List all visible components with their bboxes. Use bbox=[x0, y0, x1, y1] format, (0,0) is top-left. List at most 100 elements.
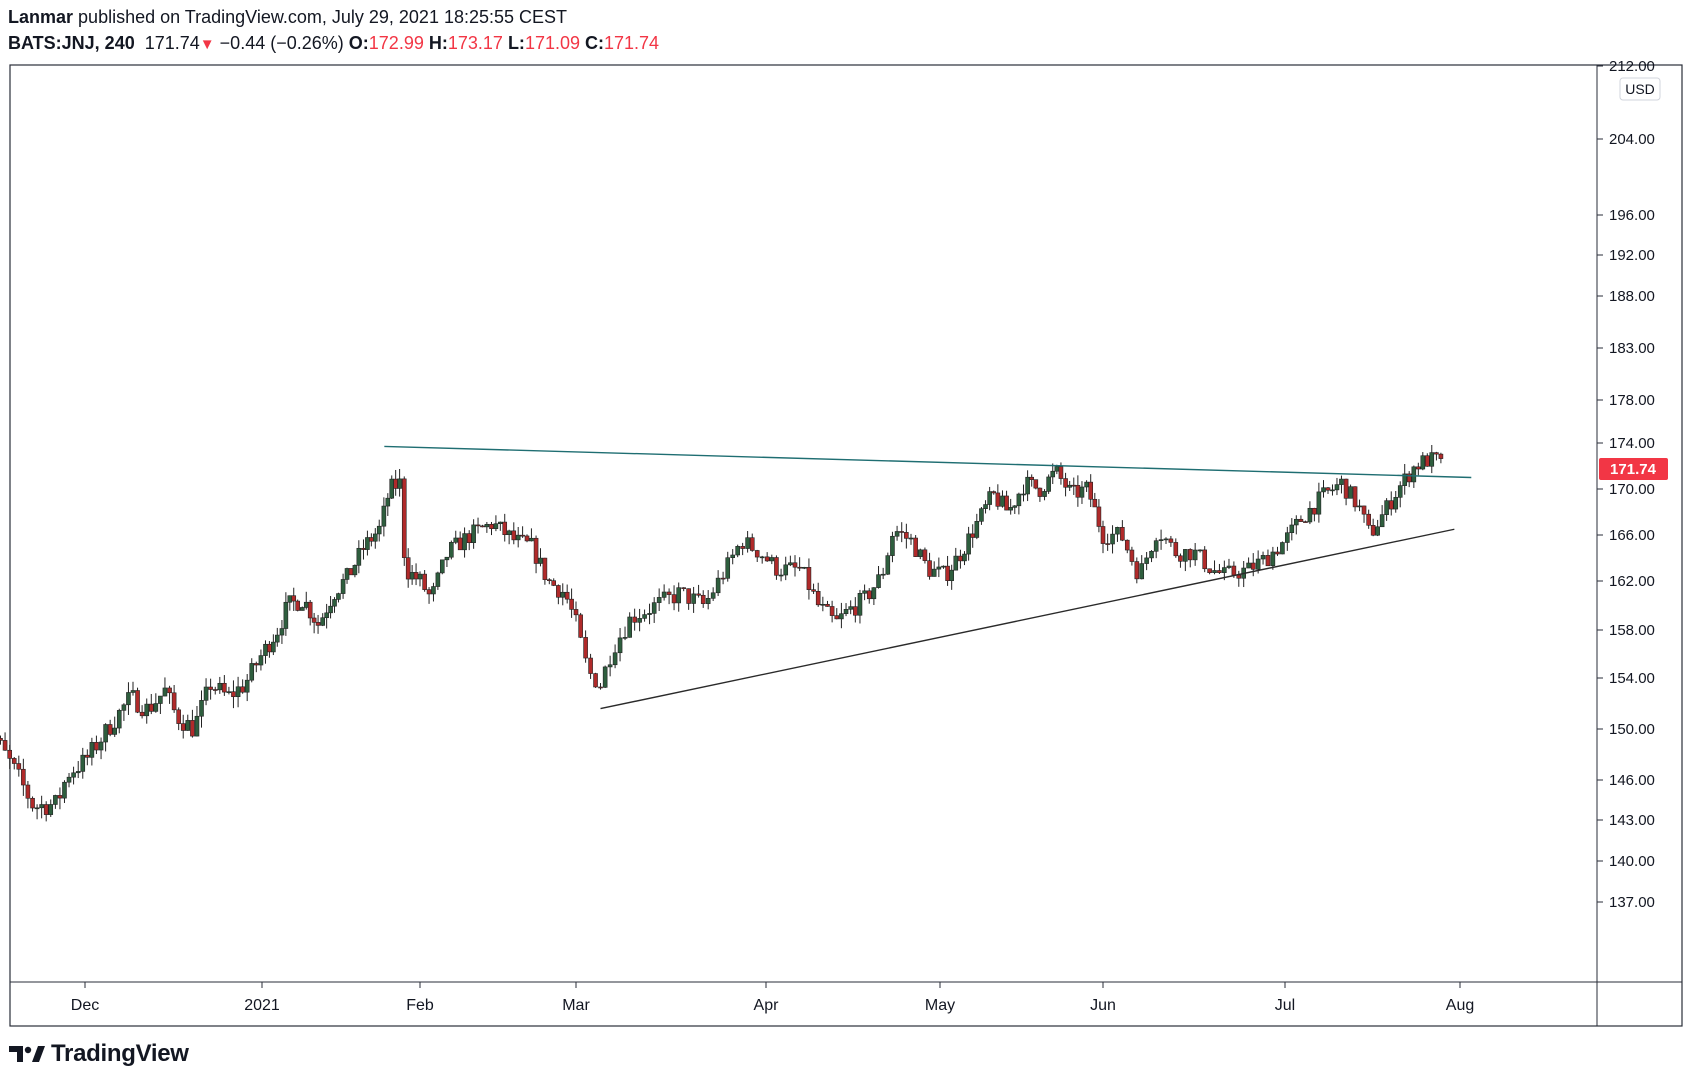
candle bbox=[885, 552, 891, 575]
candle bbox=[1016, 492, 1022, 515]
candle bbox=[121, 703, 127, 721]
candle bbox=[62, 780, 67, 803]
candle bbox=[352, 564, 358, 578]
candle bbox=[857, 589, 863, 624]
candle bbox=[754, 549, 760, 562]
candle bbox=[1042, 489, 1047, 501]
candle bbox=[484, 521, 490, 533]
candle bbox=[871, 587, 877, 606]
candle bbox=[336, 592, 341, 603]
price-tick-label: 158.00 bbox=[1609, 622, 1655, 639]
tradingview-logo[interactable]: TradingView bbox=[9, 1040, 189, 1068]
candle bbox=[493, 515, 499, 532]
candle bbox=[279, 620, 285, 644]
candle bbox=[244, 674, 250, 702]
candle bbox=[506, 529, 512, 545]
candle bbox=[705, 590, 711, 610]
time-tick-label: Jul bbox=[1275, 997, 1295, 1014]
candle bbox=[43, 801, 49, 822]
time-tick-label: May bbox=[925, 997, 955, 1014]
currency-label: USD bbox=[1625, 81, 1655, 97]
candle bbox=[176, 707, 181, 731]
candle bbox=[1139, 555, 1145, 580]
candle bbox=[16, 755, 22, 777]
time-axis[interactable]: Dec 2021 Feb Mar Apr May Jun Jul Aug bbox=[71, 982, 1474, 1014]
candle bbox=[1115, 526, 1120, 542]
candle bbox=[1037, 487, 1043, 502]
candle bbox=[300, 606, 305, 611]
candle bbox=[226, 686, 232, 695]
price-tick-label: 183.00 bbox=[1609, 340, 1655, 357]
candle bbox=[1357, 499, 1362, 512]
candle bbox=[941, 565, 946, 569]
candle bbox=[1370, 518, 1376, 537]
candle bbox=[656, 588, 662, 612]
candle bbox=[1110, 525, 1115, 554]
open-label: O: bbox=[348, 33, 369, 53]
candle bbox=[1149, 550, 1154, 563]
candle bbox=[1316, 482, 1322, 523]
candle bbox=[627, 612, 632, 638]
candle bbox=[462, 527, 467, 558]
candle bbox=[1289, 518, 1295, 541]
candle bbox=[405, 548, 411, 588]
last-price: 171.74 bbox=[144, 33, 200, 53]
time-tick-label: Jun bbox=[1090, 997, 1116, 1014]
candle bbox=[1388, 491, 1394, 516]
candle bbox=[783, 556, 789, 581]
candle bbox=[1050, 463, 1056, 485]
candle bbox=[348, 568, 354, 576]
candle bbox=[583, 630, 588, 663]
currency-badge[interactable]: USD bbox=[1619, 77, 1661, 101]
candle bbox=[953, 547, 959, 571]
price-tick-label: 212.00 bbox=[1609, 58, 1655, 75]
time-tick-label: 2021 bbox=[244, 997, 280, 1014]
candle bbox=[598, 683, 603, 690]
candles bbox=[0, 444, 1444, 822]
candle bbox=[578, 612, 583, 639]
last-price-tag-label: 171.74 bbox=[1610, 461, 1657, 478]
candle bbox=[681, 587, 686, 592]
candle bbox=[700, 590, 706, 608]
candle bbox=[1366, 509, 1371, 529]
candle bbox=[801, 566, 807, 570]
candle bbox=[1375, 519, 1380, 537]
candle bbox=[107, 719, 113, 737]
resistance-trendline[interactable] bbox=[384, 445, 1472, 479]
candle bbox=[529, 528, 534, 542]
candle bbox=[413, 563, 419, 586]
candle bbox=[320, 613, 326, 627]
logo-text: TradingView bbox=[51, 1040, 189, 1067]
candle bbox=[1236, 570, 1242, 587]
candle bbox=[1105, 533, 1110, 551]
candle bbox=[1168, 535, 1174, 547]
candle bbox=[426, 587, 432, 604]
candle bbox=[94, 735, 99, 755]
candle bbox=[30, 796, 35, 812]
candle bbox=[862, 584, 867, 601]
candle bbox=[1312, 507, 1317, 522]
support-trendline[interactable] bbox=[600, 528, 1455, 710]
candle bbox=[922, 547, 928, 564]
candle bbox=[880, 567, 886, 580]
author-name[interactable]: Lanmar bbox=[8, 7, 74, 27]
candle bbox=[671, 585, 677, 611]
candle bbox=[1339, 475, 1344, 494]
candle bbox=[57, 787, 63, 810]
candle bbox=[917, 548, 923, 560]
candle bbox=[936, 557, 942, 578]
candle bbox=[995, 484, 1001, 510]
candle bbox=[853, 597, 858, 623]
candle bbox=[834, 608, 840, 620]
low-label: L: bbox=[507, 33, 525, 53]
price-tick-label: 150.00 bbox=[1609, 721, 1655, 738]
price-axis[interactable]: 212.00 204.00 196.00 192.00 188.00 183.00 178.… bbox=[1597, 58, 1655, 911]
candle bbox=[1173, 538, 1179, 558]
candle bbox=[1000, 490, 1005, 508]
candle bbox=[538, 548, 543, 567]
candle bbox=[551, 578, 557, 587]
candle bbox=[1411, 465, 1417, 488]
candle bbox=[1334, 477, 1340, 496]
candle bbox=[21, 758, 26, 796]
